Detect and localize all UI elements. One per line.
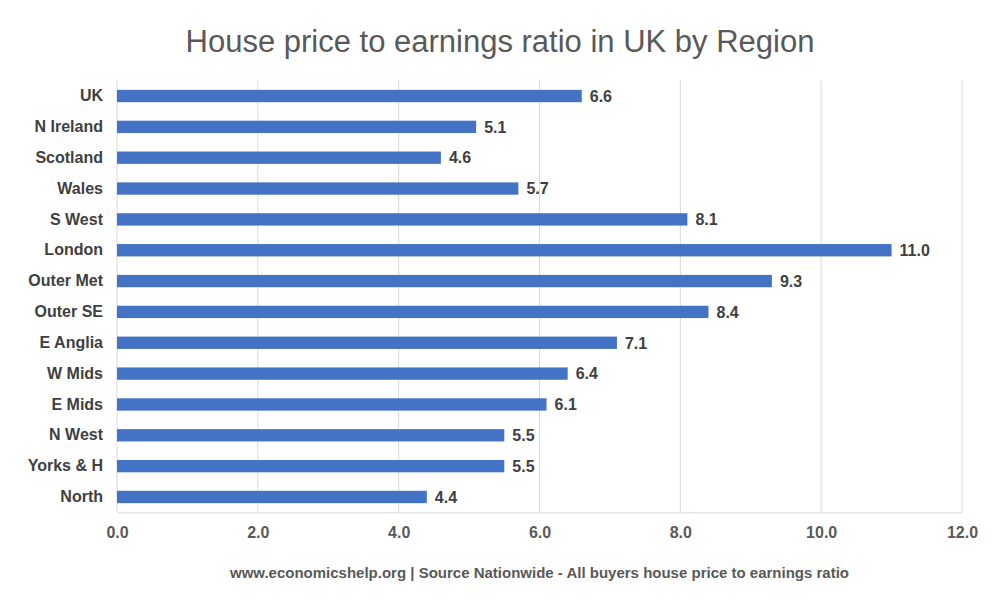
title: House price to earnings ratio in UK by R… [186, 24, 815, 59]
bar [117, 275, 772, 287]
data-labels: 6.6 5.1 4.6 5.7 8.1 11.0 9.3 8.4 7.1 6.4 6.1 5.5 5.5… [435, 88, 930, 506]
category-label: S West [50, 211, 104, 228]
bar [117, 306, 709, 318]
category-label: N West [49, 426, 104, 443]
y-tick: E Anglia [40, 334, 117, 351]
y-tick: Outer Met [28, 272, 117, 289]
data-label: 8.4 [717, 304, 739, 321]
grid-line [680, 81, 681, 513]
data-label: 9.3 [780, 273, 802, 290]
x-tick-label: 6.0 [529, 524, 551, 541]
x-axis-title: www.economicshelp.org | Source Nationwid… [229, 564, 849, 581]
x-tick: 10.0 [806, 512, 837, 540]
category-label: N Ireland [35, 118, 103, 135]
bar [117, 213, 687, 225]
data-label: 8.1 [695, 211, 717, 228]
data-label: 5.7 [526, 180, 548, 197]
bar [117, 398, 547, 410]
y-tick: Outer SE [35, 303, 117, 320]
bar [117, 460, 504, 472]
bars [117, 90, 892, 503]
data-label: 5.5 [512, 458, 534, 475]
y-tick: N Ireland [35, 118, 117, 135]
chart: 0.0 2.0 4.0 6.0 8.0 10.0 12.0 UK N Ireland Scotla… [0, 0, 1000, 603]
data-label: 6.6 [590, 88, 612, 105]
y-tick: N West [49, 426, 117, 443]
y-tick: North [60, 488, 117, 505]
grid-line [539, 81, 540, 513]
x-axis: 0.0 2.0 4.0 6.0 8.0 10.0 12.0 [106, 512, 978, 540]
data-label: 11.0 [900, 242, 930, 259]
y-tick: E Mids [51, 396, 117, 413]
bar [117, 491, 427, 503]
y-tick: Wales [57, 180, 117, 197]
x-tick-label: 4.0 [388, 524, 410, 541]
category-label: Scotland [35, 149, 103, 166]
grid-line [117, 81, 118, 513]
y-tick: UK [80, 87, 117, 104]
data-label: 7.1 [625, 335, 647, 352]
x-tick-label: 12.0 [947, 524, 978, 541]
category-label: Yorks & H [28, 457, 103, 474]
y-tick: Scotland [35, 149, 117, 166]
bar [117, 121, 476, 133]
x-axis-line [118, 512, 963, 513]
category-label: Wales [57, 180, 103, 197]
x-tick-label: 0.0 [106, 524, 128, 541]
x-tick: 8.0 [670, 512, 692, 540]
data-label: 5.1 [484, 119, 506, 136]
category-label: W Mids [47, 365, 103, 382]
bar [117, 90, 582, 102]
category-label: London [44, 241, 103, 258]
bar [117, 182, 518, 194]
grid-line [821, 81, 822, 513]
x-tick-label: 8.0 [670, 524, 692, 541]
y-tick: London [44, 241, 117, 258]
x-tick-label: 2.0 [247, 524, 269, 541]
x-tick: 12.0 [947, 512, 978, 540]
category-label: UK [80, 87, 104, 104]
grid [117, 81, 962, 513]
x-tick: 0.0 [106, 512, 128, 540]
data-label: 5.5 [512, 427, 534, 444]
category-label: E Mids [51, 396, 103, 413]
data-label: 4.4 [435, 489, 457, 506]
category-label: North [60, 488, 103, 505]
x-tick: 6.0 [529, 512, 551, 540]
grid-line [398, 81, 399, 513]
y-tick: S West [50, 211, 117, 228]
bar [117, 244, 892, 256]
bar [117, 429, 504, 441]
y-tick: Yorks & H [28, 457, 117, 474]
bar [117, 367, 568, 379]
y-axis: UK N Ireland Scotland Wales S West London Oute… [28, 87, 117, 505]
category-label: Outer SE [35, 303, 104, 320]
x-tick: 4.0 [388, 512, 410, 540]
x-tick-label: 10.0 [806, 524, 837, 541]
category-label: E Anglia [40, 334, 104, 351]
y-tick: W Mids [47, 365, 117, 382]
data-label: 6.4 [576, 365, 598, 382]
data-label: 6.1 [555, 396, 577, 413]
bar [117, 152, 441, 164]
grid-line [257, 81, 258, 513]
bar [117, 337, 617, 349]
x-tick: 2.0 [247, 512, 269, 540]
grid-line [962, 81, 963, 513]
category-label: Outer Met [28, 272, 103, 289]
data-label: 4.6 [449, 149, 471, 166]
